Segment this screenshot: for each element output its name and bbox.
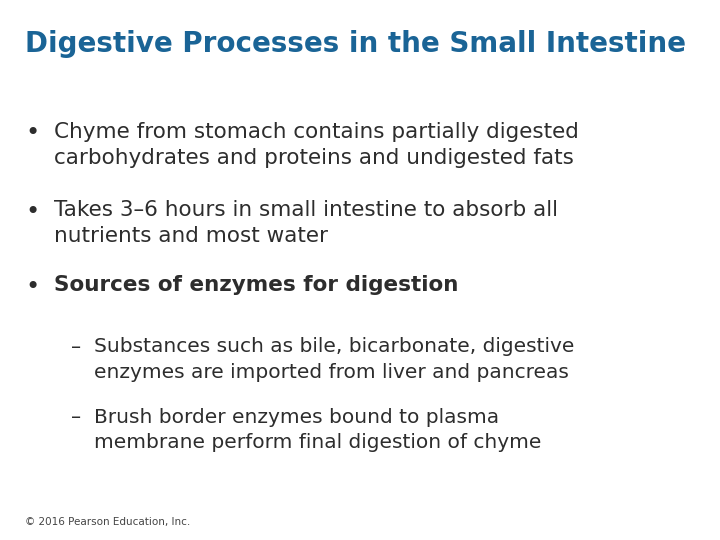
Text: Sources of enzymes for digestion: Sources of enzymes for digestion [54,275,459,295]
Text: Substances such as bile, bicarbonate, digestive
enzymes are imported from liver : Substances such as bile, bicarbonate, di… [94,338,574,381]
Text: Chyme from stomach contains partially digested
carbohydrates and proteins and un: Chyme from stomach contains partially di… [54,122,579,168]
Text: Takes 3–6 hours in small intestine to absorb all
nutrients and most water: Takes 3–6 hours in small intestine to ab… [54,200,558,246]
Text: –: – [71,408,81,427]
Text: Digestive Processes in the Small Intestine: Digestive Processes in the Small Intesti… [25,30,686,58]
Text: –: – [71,338,81,356]
Text: © 2016 Pearson Education, Inc.: © 2016 Pearson Education, Inc. [25,516,191,526]
Text: •: • [25,200,40,224]
Text: Brush border enzymes bound to plasma
membrane perform final digestion of chyme: Brush border enzymes bound to plasma mem… [94,408,541,451]
Text: •: • [25,122,40,145]
Text: •: • [25,275,40,299]
